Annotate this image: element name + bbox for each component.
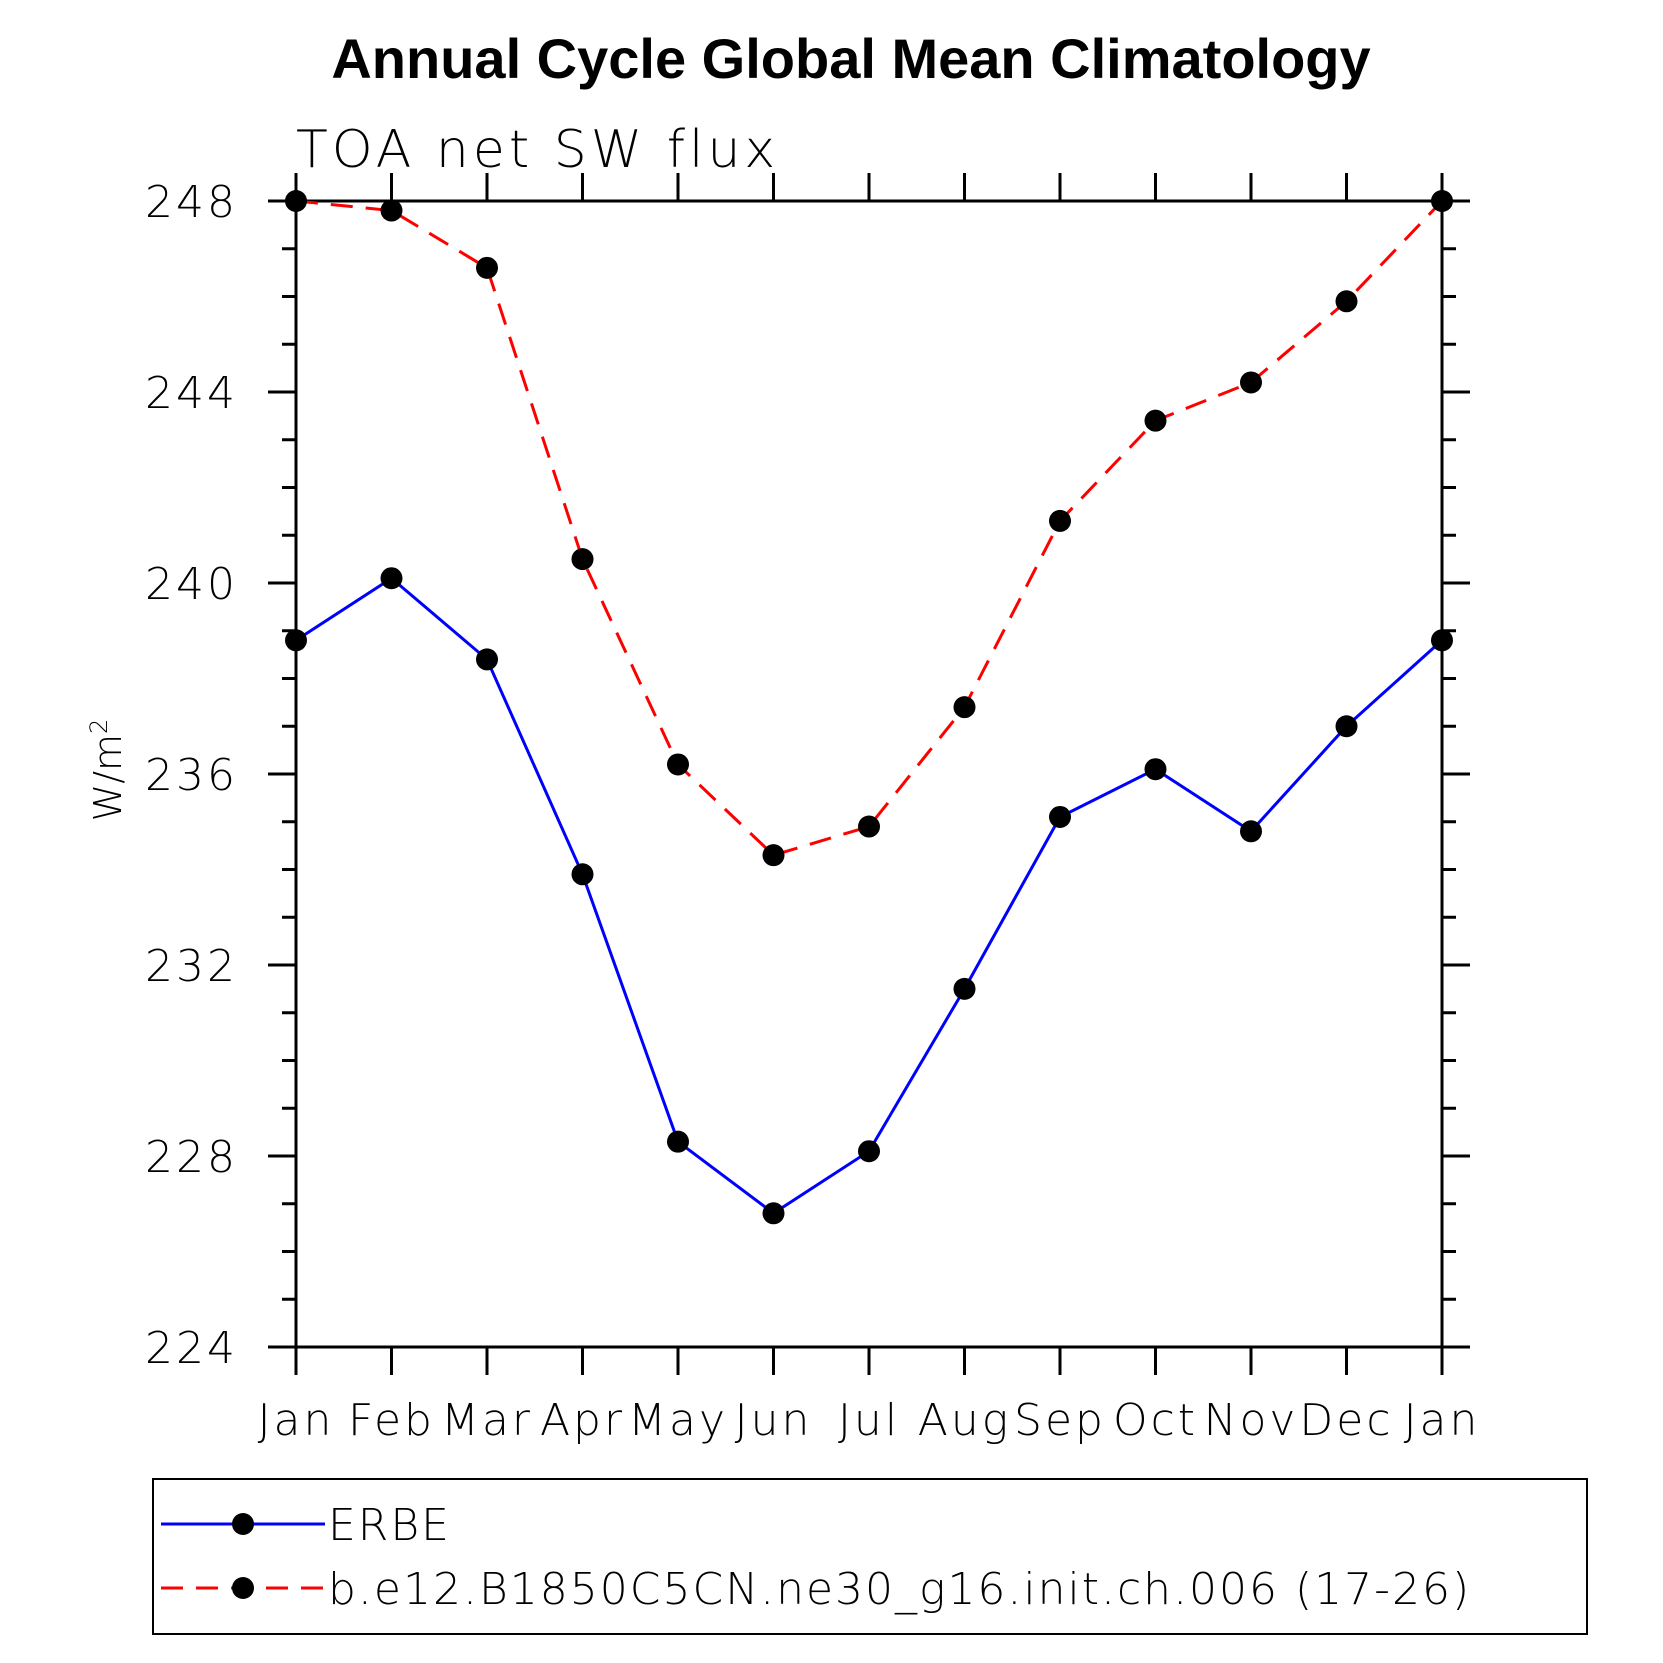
x-tick-label: Feb — [348, 1395, 435, 1446]
series-line — [295, 576, 1444, 1216]
y-tick-label: 240 — [145, 559, 238, 610]
x-tick-label: Jun — [735, 1395, 813, 1446]
data-point — [1144, 409, 1167, 432]
x-tick-label: Sep — [1014, 1395, 1106, 1446]
y-tick-label: 224 — [145, 1323, 238, 1374]
legend-marker — [232, 1513, 254, 1535]
y-tick-label: 232 — [145, 941, 238, 992]
data-point — [476, 256, 498, 279]
axis-ticks — [268, 173, 1470, 1375]
data-point — [953, 696, 976, 719]
data-point — [858, 815, 880, 838]
data-point — [1431, 629, 1453, 652]
legend-item: ERBE — [161, 1500, 451, 1551]
plot-frame — [294, 199, 1444, 1349]
y-tick-label: 248 — [145, 177, 238, 228]
x-tick-label: Jan — [1404, 1395, 1481, 1446]
y-tick-label: 228 — [145, 1132, 238, 1183]
x-tick-label: Oct — [1113, 1395, 1198, 1446]
data-point — [571, 548, 594, 571]
x-tick-label: Jan — [258, 1395, 335, 1446]
data-point — [1431, 190, 1453, 212]
series-line — [295, 199, 1444, 857]
y-tick-label: 244 — [145, 368, 238, 419]
y-axis-label-text: W/m — [86, 734, 130, 821]
data-point — [858, 1140, 880, 1163]
data-point — [1335, 715, 1358, 738]
series-0 — [285, 567, 1453, 1225]
data-point — [285, 190, 307, 212]
data-point — [1335, 290, 1358, 313]
data-point — [1144, 758, 1167, 781]
x-tick-label: Apr — [540, 1395, 625, 1446]
x-axis-tick-labels: Jan Feb Mar Apr May Jun Jul Aug Sep Oct Nov Dec Jan — [258, 1395, 1481, 1446]
legend-label: b.e12.B1850C5CN.ne30_g16.init.ch.006 (17… — [328, 1564, 1471, 1615]
data-point — [380, 567, 403, 590]
x-tick-label: May — [628, 1395, 728, 1446]
chart-subtitle: TOA net SW flux — [296, 120, 779, 180]
x-tick-label: Nov — [1204, 1395, 1299, 1446]
data-point — [953, 977, 976, 1000]
data-point — [285, 629, 307, 652]
x-tick-label: Dec — [1299, 1395, 1393, 1446]
legend-marker — [232, 1577, 254, 1599]
x-tick-label: Aug — [918, 1395, 1011, 1446]
y-axis-label-superscript: 2 — [85, 719, 113, 734]
legend: ERBE b.e12.B1850C5CN.ne30_g16.init.ch.006… — [152, 1478, 1588, 1635]
data-point — [1049, 805, 1071, 828]
data-point — [380, 199, 403, 222]
data-point — [476, 648, 498, 671]
y-tick-label: 236 — [145, 750, 238, 801]
chart-title: Annual Cycle Global Mean Climatology — [331, 27, 1370, 90]
data-point — [667, 753, 689, 776]
series-layer — [285, 190, 1453, 1225]
data-point — [1049, 509, 1071, 532]
y-axis-label: W/m2 — [85, 719, 130, 822]
data-point — [1240, 371, 1262, 394]
data-point — [667, 1130, 689, 1153]
data-point — [1240, 820, 1262, 843]
legend-label: ERBE — [328, 1500, 451, 1551]
series-1 — [285, 190, 1453, 867]
y-axis-tick-labels: 224 228 232 236 240 244 248 — [145, 177, 238, 1374]
x-tick-label: Mar — [441, 1395, 533, 1446]
data-point — [762, 844, 785, 867]
data-point — [762, 1202, 785, 1225]
legend-item: b.e12.B1850C5CN.ne30_g16.init.ch.006 (17… — [161, 1564, 1471, 1615]
data-point — [571, 863, 594, 886]
legend-box — [152, 1478, 1588, 1635]
x-tick-label: Jul — [838, 1395, 900, 1446]
svg-text:W/m2: W/m2 — [85, 719, 130, 822]
